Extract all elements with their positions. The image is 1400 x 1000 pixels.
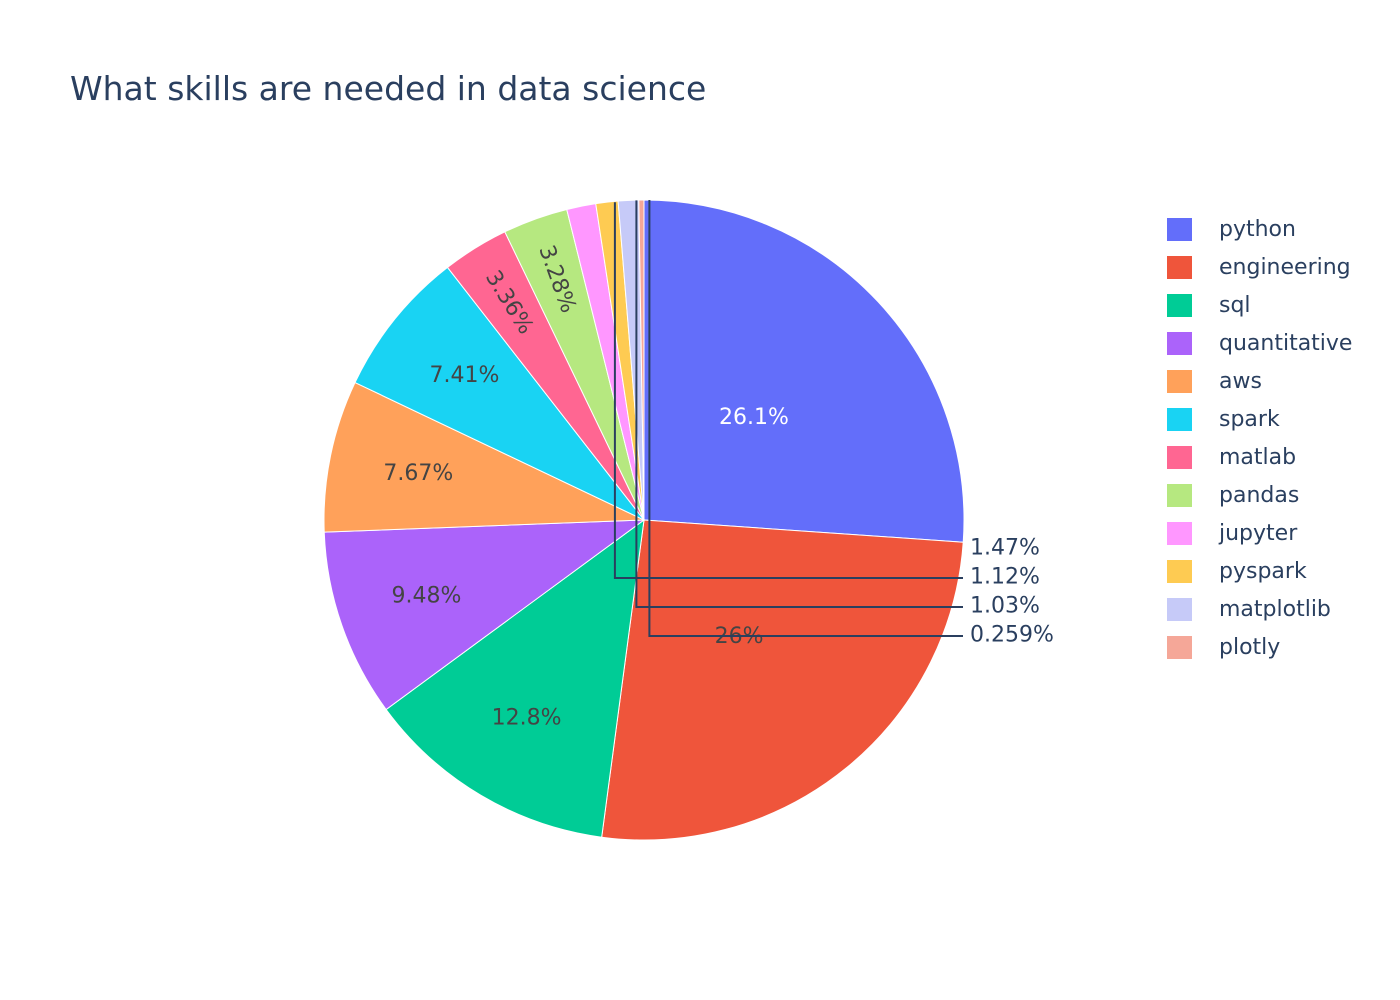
legend-swatch-pyspark <box>1167 560 1192 583</box>
legend-swatch-python <box>1167 218 1192 241</box>
legend-item-pyspark[interactable]: pyspark <box>1167 559 1307 584</box>
legend-label-pyspark: pyspark <box>1219 559 1307 584</box>
legend-label-aws: aws <box>1219 369 1262 394</box>
pie-slice-engineering[interactable] <box>601 519 964 841</box>
legend-swatch-matplotlib <box>1167 598 1192 621</box>
legend-label-python: python <box>1219 217 1296 242</box>
pie-slices <box>323 199 965 841</box>
legend-label-engineering: engineering <box>1219 255 1351 280</box>
legend-item-aws[interactable]: aws <box>1167 369 1262 394</box>
legend-swatch-plotly <box>1167 636 1192 659</box>
pie-slice-sql[interactable] <box>385 518 645 838</box>
chart-title: What skills are needed in data science <box>70 69 706 108</box>
slice-label-pyspark: 1.12% <box>970 565 1040 590</box>
leader-line-matplotlib <box>635 200 963 608</box>
legend-label-pandas: pandas <box>1219 483 1299 508</box>
leader-line-plotly <box>648 200 963 637</box>
legend: python engineering sql quantitative aws spark… <box>1167 217 1352 660</box>
legend-label-plotly: plotly <box>1219 635 1280 660</box>
legend-item-sql[interactable]: sql <box>1167 293 1251 318</box>
legend-item-matlab[interactable]: matlab <box>1167 445 1296 470</box>
slice-label-spark: 7.41% <box>429 363 499 388</box>
slice-label-plotly: 0.259% <box>970 623 1054 648</box>
legend-swatch-pandas <box>1167 484 1192 507</box>
legend-label-spark: spark <box>1219 407 1280 432</box>
slice-label-python: 26.1% <box>719 405 789 430</box>
legend-swatch-spark <box>1167 408 1192 431</box>
legend-item-python[interactable]: python <box>1167 217 1296 242</box>
legend-item-quantitative[interactable]: quantitative <box>1167 331 1352 356</box>
pie-slice-plotly[interactable] <box>638 199 645 521</box>
leader-line-pyspark <box>613 202 963 579</box>
legend-swatch-quantitative <box>1167 332 1192 355</box>
legend-swatch-aws <box>1167 370 1192 393</box>
legend-label-matlab: matlab <box>1219 445 1296 470</box>
legend-swatch-matlab <box>1167 446 1192 469</box>
slice-label-jupyter: 1.47% <box>970 536 1040 561</box>
legend-item-engineering[interactable]: engineering <box>1167 255 1351 280</box>
legend-item-pandas[interactable]: pandas <box>1167 483 1299 508</box>
pie-slice-aws[interactable] <box>323 381 645 533</box>
legend-item-spark[interactable]: spark <box>1167 407 1280 432</box>
legend-label-quantitative: quantitative <box>1219 331 1352 356</box>
slice-label-matplotlib: 1.03% <box>970 594 1040 619</box>
legend-swatch-engineering <box>1167 256 1192 279</box>
legend-label-jupyter: jupyter <box>1218 521 1298 546</box>
slice-label-sql: 12.8% <box>492 706 562 731</box>
legend-item-plotly[interactable]: plotly <box>1167 635 1280 660</box>
slice-label-aws: 7.67% <box>383 461 453 486</box>
legend-label-matplotlib: matplotlib <box>1219 597 1331 622</box>
legend-swatch-jupyter <box>1167 522 1192 545</box>
legend-label-sql: sql <box>1219 293 1251 318</box>
legend-item-matplotlib[interactable]: matplotlib <box>1167 597 1331 622</box>
slice-label-quantitative: 9.48% <box>392 583 462 608</box>
pie-slice-spark[interactable] <box>354 266 645 521</box>
pie-slice-python[interactable] <box>643 199 965 543</box>
pie-slice-quantitative[interactable] <box>323 519 646 711</box>
legend-item-jupyter[interactable]: jupyter <box>1167 521 1298 546</box>
legend-swatch-sql <box>1167 294 1192 317</box>
